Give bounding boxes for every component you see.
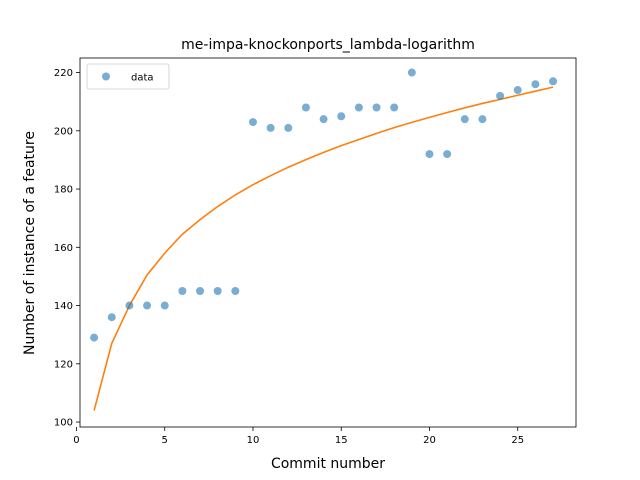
data-point	[443, 150, 452, 159]
data-point	[248, 118, 257, 127]
plot-area: 0 5 10 15 20 25 100 120 140 160 180 200 220 data	[54, 57, 577, 446]
data-point	[178, 286, 187, 295]
legend-marker	[102, 72, 110, 81]
x-axis-label: Commit number	[271, 456, 385, 472]
data-point	[372, 103, 381, 112]
data-point	[390, 103, 399, 112]
x-tick-label: 25	[511, 435, 524, 446]
y-axis-label: Number of instance of a feature	[22, 131, 38, 355]
data-point	[496, 91, 505, 100]
data-point	[478, 115, 487, 124]
y-tick-label: 200	[54, 126, 73, 137]
data-point	[284, 123, 293, 132]
x-tick-label: 0	[73, 435, 79, 446]
data-point	[407, 68, 416, 77]
chart-title: me-impa-knockonports_lambda-logarithm	[181, 37, 475, 53]
data-point	[213, 286, 222, 295]
data-point	[125, 301, 134, 310]
data-point	[549, 77, 558, 86]
legend-label: data	[131, 73, 154, 84]
fit-line	[93, 86, 554, 411]
x-tick-label: 5	[162, 435, 168, 446]
data-point	[513, 86, 522, 95]
data-point	[301, 103, 310, 112]
data-point	[90, 333, 99, 342]
y-tick-label: 100	[54, 418, 73, 429]
data-point	[531, 80, 540, 89]
y-tick-label: 180	[54, 185, 73, 196]
data-point	[425, 150, 434, 159]
y-tick-label: 220	[54, 68, 73, 79]
data-point	[143, 301, 152, 310]
data-point	[460, 115, 469, 124]
y-tick-label: 160	[54, 243, 73, 254]
axes-frame	[79, 57, 577, 428]
x-tick-label: 10	[247, 435, 260, 446]
data-point	[319, 115, 328, 124]
x-tick-label: 20	[423, 435, 436, 446]
data-point	[231, 286, 240, 295]
data-point	[196, 286, 205, 295]
legend-box	[86, 63, 170, 90]
data-point	[160, 301, 169, 310]
y-tick-label: 140	[54, 301, 73, 312]
data-point	[354, 103, 363, 112]
y-tick-label: 120	[54, 359, 73, 370]
data-point	[337, 112, 346, 121]
data-point	[107, 313, 116, 322]
data-point	[266, 123, 275, 132]
x-tick-label: 15	[335, 435, 348, 446]
